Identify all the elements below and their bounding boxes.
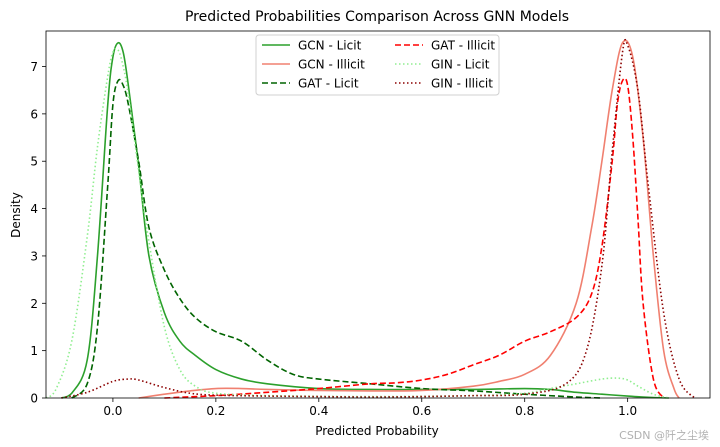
y-tick-label: 4 <box>30 202 38 216</box>
x-tick-label: 0.2 <box>206 404 225 418</box>
y-tick-label: 3 <box>30 249 38 263</box>
x-tick-label: 0.8 <box>515 404 534 418</box>
legend-label: GCN - Licit <box>298 39 362 53</box>
y-tick-label: 6 <box>30 107 38 121</box>
y-tick-label: 7 <box>30 60 38 74</box>
watermark: CSDN @阡之尘埃 <box>619 428 709 442</box>
legend-label: GAT - Illicit <box>431 39 495 53</box>
x-tick-label: 0.6 <box>412 404 431 418</box>
y-tick-label: 5 <box>30 155 38 169</box>
legend-label: GIN - Licit <box>431 58 490 72</box>
legend-label: GIN - Illicit <box>431 77 493 91</box>
series-line-gin-illicit <box>61 38 696 399</box>
series-line-gin-licit <box>45 47 670 399</box>
x-tick-label: 1.0 <box>618 404 637 418</box>
plot-frame <box>45 30 711 399</box>
series-line-gcn-licit <box>61 41 669 399</box>
y-tick-label: 0 <box>30 392 38 406</box>
y-tick-label: 1 <box>30 344 38 358</box>
legend: GCN - Licit GCN - Illicit GAT - Licit GAT -… <box>255 34 500 96</box>
legend-label: GCN - Illicit <box>298 58 365 72</box>
legend-box <box>255 34 500 96</box>
series-line-gat-licit <box>71 78 602 399</box>
series-line-gat-illicit <box>164 77 665 399</box>
legend-label: GAT - Licit <box>298 77 359 91</box>
y-tick-label: 2 <box>30 297 38 311</box>
y-axis-label: Density <box>9 192 23 238</box>
series-line-gcn-illicit <box>138 39 680 399</box>
y-axis: 0 1 2 3 4 5 6 7 <box>30 60 46 406</box>
x-axis-label: Predicted Probability <box>315 424 439 438</box>
chart-title: Predicted Probabilities Comparison Acros… <box>185 9 569 25</box>
plot-lines <box>45 38 696 399</box>
x-axis: 0.0 0.2 0.4 0.6 0.8 1.0 <box>103 398 637 418</box>
x-tick-label: 0.0 <box>103 404 122 418</box>
x-tick-label: 0.4 <box>309 404 328 418</box>
